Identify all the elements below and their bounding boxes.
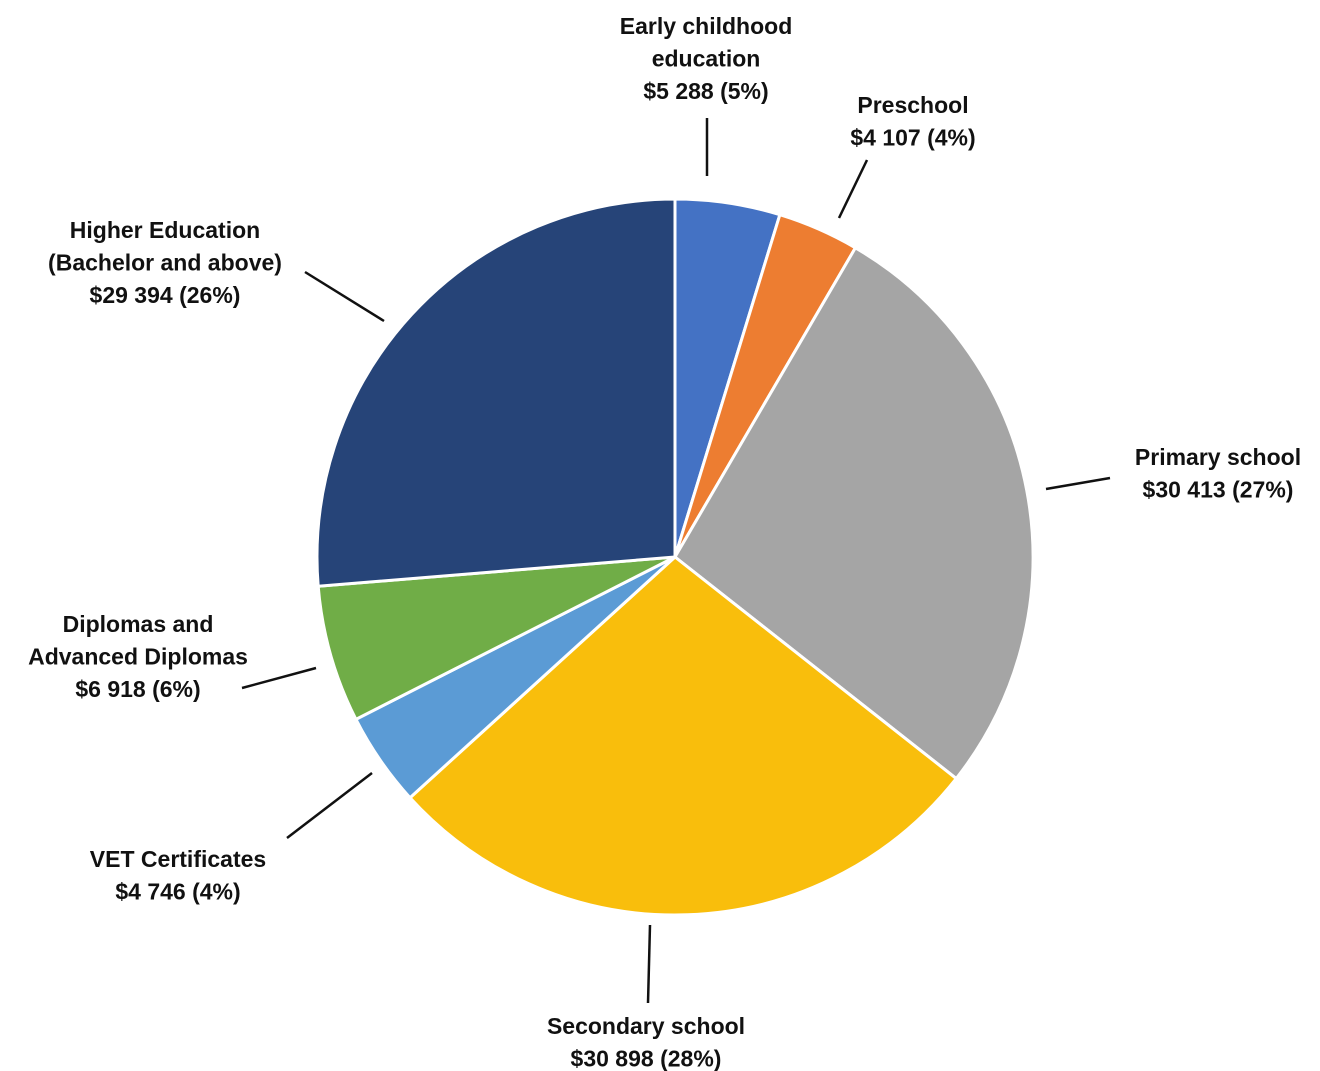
- leader-line: [241, 666, 317, 690]
- pie-slice: [316, 555, 676, 722]
- leader-line: [1045, 476, 1111, 491]
- slice-label: Higher Education: [70, 217, 260, 243]
- value-label: $4 107 (4%): [850, 125, 975, 151]
- pie-slice: [673, 245, 1035, 781]
- value-label: $30 898 (28%): [571, 1046, 722, 1071]
- leader-line: [304, 270, 385, 323]
- value-label: $4 746 (4%): [115, 879, 240, 905]
- slice-label: Preschool: [857, 92, 968, 118]
- value-label: $6 918 (6%): [75, 676, 200, 702]
- slice-label: Primary school: [1135, 444, 1301, 470]
- leader-line: [286, 772, 373, 839]
- leader-line: [646, 924, 652, 1004]
- pie-slice: [315, 197, 677, 588]
- slice-label: VET Certificates: [90, 846, 266, 872]
- slice-label: Secondary school: [547, 1013, 745, 1039]
- pie-slice: [407, 555, 959, 917]
- leader-line: [837, 159, 869, 219]
- value-label: $29 394 (26%): [90, 282, 241, 308]
- value-label: $30 413 (27%): [1143, 477, 1294, 503]
- slice-label: education: [652, 46, 761, 72]
- value-label: $5 288 (5%): [643, 78, 768, 104]
- slice-label: Early childhood: [620, 13, 793, 39]
- slice-label: Advanced Diplomas: [28, 644, 248, 670]
- slice-label: Diplomas and: [63, 611, 214, 637]
- slice-label: (Bachelor and above): [48, 250, 282, 276]
